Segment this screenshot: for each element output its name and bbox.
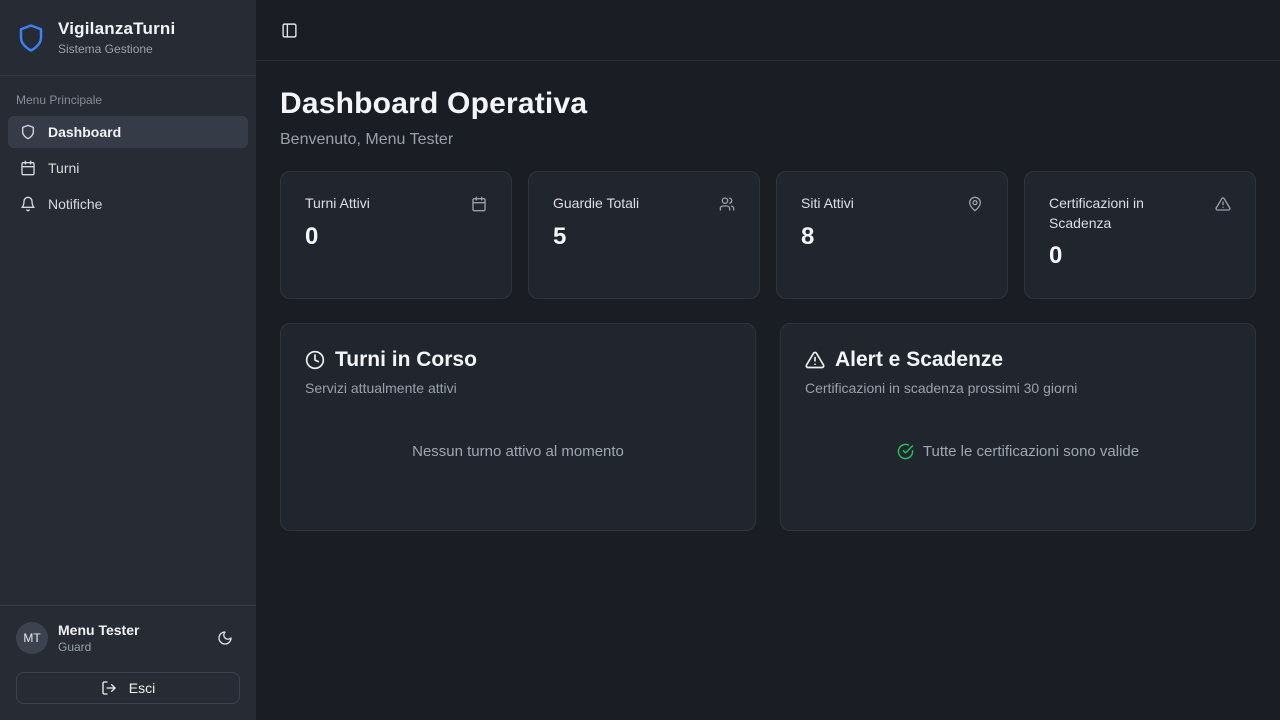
sidebar-item-turni[interactable]: Turni [8, 152, 248, 184]
logout-label: Esci [128, 680, 156, 696]
theme-toggle-button[interactable] [210, 623, 240, 653]
users-icon [719, 196, 735, 212]
moon-icon [217, 630, 233, 646]
stat-value: 0 [305, 222, 319, 250]
panel-title-text: Alert e Scadenze [835, 348, 1004, 371]
stat-label: Turni Attivi [305, 195, 370, 211]
stat-label: Siti Attivi [801, 195, 854, 211]
alert-triangle-icon [805, 350, 825, 370]
sidebar-item-label: Dashboard [48, 124, 122, 140]
panel-subtitle: Certificazioni in scadenza prossimi 30 g… [805, 380, 1078, 396]
topbar [256, 0, 1280, 61]
stat-label: Guardie Totali [553, 195, 640, 211]
stat-value: 0 [1049, 242, 1063, 270]
sidebar-footer: MT Menu Tester Guard Esci [0, 605, 256, 720]
sidebar-toggle-button[interactable] [275, 16, 303, 44]
main-area: Dashboard Operativa Benvenuto, Menu Test… [256, 0, 1280, 720]
panel-turni-in-corso: Turni in Corso Servizi attualmente attiv… [280, 323, 756, 531]
panel-alert-scadenze: Alert e Scadenze Certificazioni in scade… [780, 323, 1256, 531]
user-role: Guard [58, 640, 92, 654]
stats-grid: Turni Attivi 0 Guardie Totali 5 [280, 171, 1256, 299]
stat-label: Certificazioni in Scadenza [1049, 195, 1144, 231]
sidebar-brand: VigilanzaTurni Sistema Gestione [0, 0, 256, 76]
brand-title: VigilanzaTurni [58, 19, 176, 38]
sidebar-item-notifiche[interactable]: Notifiche [8, 188, 248, 220]
user-name: Menu Tester [58, 622, 140, 638]
stat-value: 5 [553, 222, 567, 250]
stat-card-siti-attivi: Siti Attivi 8 [776, 171, 1008, 299]
check-circle-icon [897, 443, 914, 460]
user-info: Menu Tester Guard [58, 622, 139, 654]
empty-state-text: Tutte le certificazioni sono valide [922, 442, 1140, 460]
sidebar-item-label: Notifiche [48, 196, 103, 212]
sidebar-item-dashboard[interactable]: Dashboard [8, 116, 248, 148]
stat-card-certificazioni: Certificazioni in Scadenza 0 [1024, 171, 1256, 299]
stat-card-turni-attivi: Turni Attivi 0 [280, 171, 512, 299]
panel-empty-state: Nessun turno attivo al momento [305, 396, 731, 506]
brand-text: VigilanzaTurni Sistema Gestione [58, 19, 175, 56]
panel-subtitle: Servizi attualmente attivi [305, 380, 457, 396]
avatar: MT [16, 622, 48, 654]
page-subtitle: Benvenuto, Menu Tester [280, 131, 454, 148]
log-out-icon [101, 680, 117, 696]
stat-value: 8 [801, 222, 815, 250]
clock-icon [305, 350, 325, 370]
stat-card-guardie-totali: Guardie Totali 5 [528, 171, 760, 299]
empty-state-text: Nessun turno attivo al momento [412, 442, 624, 460]
brand-subtitle: Sistema Gestione [58, 42, 153, 56]
map-pin-icon [967, 196, 983, 212]
panel-empty-state: Tutte le certificazioni sono valide [805, 396, 1231, 506]
logout-button[interactable]: Esci [16, 672, 240, 704]
sidebar: VigilanzaTurni Sistema Gestione Menu Pri… [0, 0, 256, 720]
alert-triangle-icon [1215, 196, 1231, 212]
bell-icon [20, 196, 36, 212]
page-content: Dashboard Operativa Benvenuto, Menu Test… [256, 61, 1280, 555]
sidebar-item-label: Turni [48, 160, 80, 176]
shield-logo-icon [16, 23, 46, 53]
panels-grid: Turni in Corso Servizi attualmente attiv… [280, 323, 1256, 531]
sidebar-menu: Dashboard Turni Notifiche [0, 116, 256, 220]
panel-title-text: Turni in Corso [335, 348, 477, 371]
page-title: Dashboard Operativa [280, 87, 588, 120]
shield-icon [20, 124, 36, 140]
menu-section-label: Menu Principale [16, 93, 103, 107]
panel-left-icon [281, 22, 298, 39]
user-row: MT Menu Tester Guard [16, 622, 240, 654]
calendar-icon [471, 196, 487, 212]
calendar-icon [20, 160, 36, 176]
